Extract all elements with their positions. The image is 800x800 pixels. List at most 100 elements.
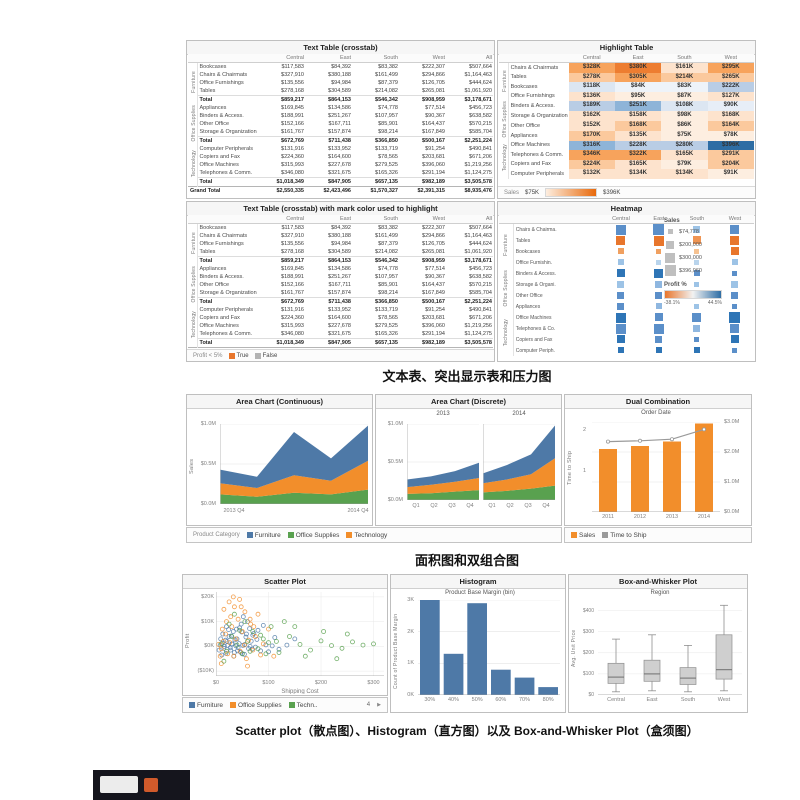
cell-value: $1,124,275 — [464, 170, 492, 176]
table-row: Office Furnishings $136K $95K $87K $127K — [499, 91, 754, 101]
cell-value: $2,391,315 — [400, 186, 447, 195]
cell-value: $859,217 — [259, 95, 306, 104]
scatter-point — [217, 653, 223, 659]
cell-value: $77,514 — [425, 266, 445, 272]
cell-value: $84,392 — [331, 225, 351, 231]
corner-cell — [499, 215, 602, 224]
scatter-point — [271, 653, 277, 659]
category-label: Office Supplies — [499, 101, 509, 141]
heatmap-mark — [656, 259, 662, 265]
category-label: Office Supplies — [499, 268, 514, 312]
cell-value: $83,382 — [378, 64, 398, 70]
scatter-point — [230, 594, 236, 600]
legend-item: Office Supplies — [287, 532, 339, 539]
legend-item: Furniture — [246, 531, 281, 539]
cell-value: $279,525 — [375, 162, 398, 168]
cell-value: $500,167 — [400, 136, 447, 145]
table-row: Office Furnishin. — [499, 257, 754, 268]
cell-value: $1,124,275 — [464, 331, 492, 337]
scatter-point — [268, 624, 274, 629]
y-tick-label: $0K — [204, 643, 214, 650]
cell-value: $90,367 — [425, 113, 445, 119]
box-whisker-chart-container: Region Avg. Unit Price $400 $300 $200 $100 $0 C… — [570, 588, 746, 711]
table-row: Storage & Organization $162K $158K $98K $168… — [499, 110, 754, 121]
size-swatch-box — [664, 252, 676, 263]
scatter-point — [274, 639, 279, 644]
row-label: Bookcases — [199, 64, 227, 70]
row-label: Copiers and Fax — [510, 161, 551, 168]
x-tick-label: 70% — [518, 697, 530, 703]
cell-value: $107,957 — [375, 113, 398, 119]
scatter-point — [228, 614, 234, 620]
highlight-cell: $158K — [614, 110, 662, 121]
scatter-point — [229, 634, 235, 639]
legend-item: Furniture — [189, 702, 223, 709]
scatter-point — [245, 663, 250, 669]
heatmap-mark — [656, 248, 662, 254]
scatter-point — [245, 639, 250, 644]
cell-value: $672,769 — [259, 297, 306, 306]
cell-value: $456,723 — [469, 105, 492, 111]
legend-label: Furniture — [197, 701, 224, 709]
column-header: All — [447, 215, 493, 224]
scatter-point — [339, 645, 345, 651]
scatter-point — [247, 616, 253, 622]
scatter-point — [242, 619, 248, 625]
cell-value: $126,705 — [422, 80, 445, 86]
row-label: Total — [197, 297, 259, 306]
legend-label: Furniture — [254, 531, 281, 539]
product-category-legend: Product Category Furniture Office Supplies… — [186, 527, 562, 543]
y-tick-label: 1 — [582, 468, 586, 475]
cell-value: $346,080 — [281, 331, 304, 337]
scatter-point — [216, 642, 221, 647]
y-tick-label: $400 — [582, 607, 594, 614]
line-marker — [605, 439, 610, 444]
cell-value: $222,307 — [422, 64, 445, 70]
heatmap-mark — [615, 224, 626, 235]
legend-item: Sales — [571, 532, 595, 539]
area-chart-svg — [483, 424, 555, 500]
caption-areas: 面积图和双组合图 — [414, 553, 519, 568]
heatmap-mark — [729, 312, 741, 323]
x-tick-label: $200 — [314, 680, 328, 686]
cell-value: $908,959 — [400, 256, 447, 265]
cell-value: $131,916 — [281, 146, 304, 152]
y-tick-label: $1.0M — [200, 421, 216, 427]
heatmap-mark — [617, 347, 624, 354]
scatter-point — [224, 619, 229, 625]
heatmap-cell — [678, 268, 716, 279]
panel-title: Area Chart (Discrete) — [376, 395, 561, 409]
panel-area-discrete: Area Chart (Discrete) $1.0M $0.5M $0.0M 201… — [375, 394, 562, 526]
column-header: Order Date — [641, 410, 671, 416]
cell-value: $133,719 — [375, 146, 398, 152]
x-tick-label: Q4 — [466, 503, 474, 509]
area-band — [407, 478, 479, 494]
category-label-text: Office Supplies — [191, 104, 197, 142]
table-row: Office Machines $315,993 $227,678 $279,525 $… — [188, 322, 493, 330]
table-row: Office Supplies Appliances $169,845 $134,58… — [188, 265, 493, 306]
x-tick-label: West — [717, 697, 731, 703]
scatter-point — [250, 647, 256, 653]
cell-value: $161,499 — [375, 72, 398, 78]
x-tick-label: 2014 — [697, 514, 711, 520]
heatmap-cell — [716, 290, 754, 301]
heatmap-mark — [617, 248, 624, 255]
table-row: Technology Computer Peripherals $131,916 $1… — [188, 145, 493, 187]
cell-value: $444,624 — [469, 80, 492, 86]
cell-value: $3,178,671 — [447, 256, 493, 265]
column-header: West — [400, 54, 447, 63]
cell-value: $227,678 — [328, 162, 351, 168]
area-band — [483, 485, 555, 500]
cell-value: $3,505,578 — [447, 338, 493, 348]
scatter-point — [243, 631, 249, 637]
heatmap-mark — [694, 259, 700, 265]
x-tick-label: Central — [607, 697, 625, 703]
row-label: Total — [197, 95, 259, 104]
cell-value: $711,438 — [306, 297, 353, 306]
cell-value: $1,164,463 — [464, 233, 492, 239]
heatmap-mark — [730, 225, 740, 234]
heatmap-mark — [694, 281, 700, 287]
scatter-category-legend: Furniture Office Supplies Techn.. 4 ▶ — [182, 697, 388, 713]
column-header: West — [715, 215, 754, 224]
table-row: Tables $278K $305K $214K $265K — [499, 72, 754, 82]
